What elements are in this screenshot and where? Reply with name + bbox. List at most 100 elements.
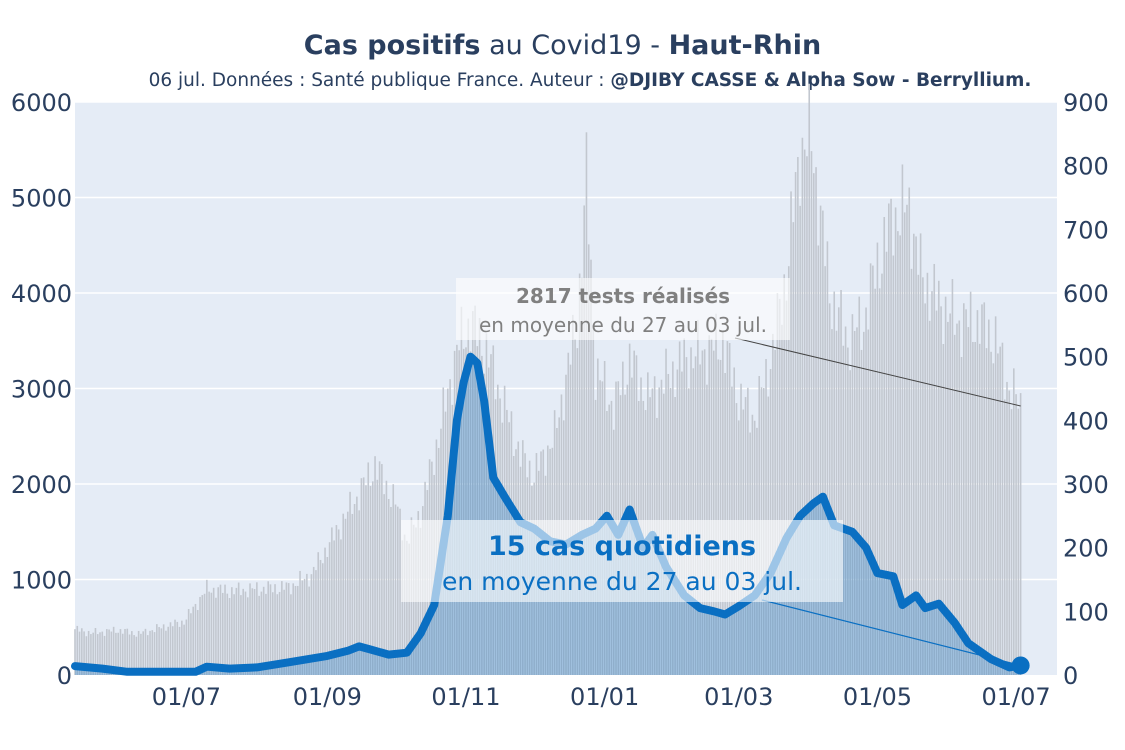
y-right-tick-label: 600 [1063,280,1109,308]
tests-bar [960,357,963,675]
tests-bar [828,303,831,675]
tests-bar [260,591,263,675]
tests-bar [210,592,213,675]
tests-bar [872,265,874,675]
tests-bar [335,525,338,675]
tests-bar [949,313,951,675]
tests-bar [485,333,488,675]
tests-bar [867,329,870,675]
annotation-connectors [734,337,1021,667]
tests-bar [931,291,933,675]
tests-bar [910,268,913,675]
tests-bar [1001,342,1004,675]
tests-bar [362,477,365,675]
tests-annotation-box [456,278,790,340]
tests-bar [567,352,570,675]
tests-bar [83,631,85,675]
x-tick-label: 01/09 [293,683,362,711]
tests-bar [317,552,320,675]
tests-bar [271,592,274,675]
tests-bar [1008,390,1011,675]
tests-bar [876,242,879,675]
tests-bar [672,361,674,675]
tests-bar [165,630,167,675]
tests-bar [156,624,158,675]
tests-bar [226,593,229,675]
tests-bar [228,598,231,675]
tests-bar [901,164,904,675]
tests-bar [101,631,104,675]
tests-bar [153,632,156,675]
tests-bar [683,338,685,675]
tests-bar [92,632,94,675]
tests-bar [115,632,117,675]
tests-bar [894,207,897,675]
tests-bar [994,316,997,675]
y-right-tick-label: 500 [1063,344,1109,372]
y-right-tick-label: 0 [1063,662,1078,690]
tests-bar [192,606,194,675]
tests-bar [281,581,283,675]
tests-bar [251,588,254,675]
tests-bar [158,627,160,675]
tests-bar [972,341,974,675]
tests-bar [856,327,858,675]
tests-bar [935,310,938,675]
tests-bar [312,566,315,675]
tests-bar [201,595,204,675]
tests-bar [999,346,1001,675]
tests-bar [458,350,460,675]
x-tick-label: 01/11 [431,683,500,711]
tests-bar [578,273,581,675]
tests-bar [985,348,988,675]
tests-bar [199,596,201,675]
tests-bar [112,626,115,675]
tests-bar [340,539,342,675]
tests-bar [924,303,926,675]
tests-bar [490,354,492,675]
tests-bar [315,570,317,675]
y-left-tick-label: 4000 [11,280,72,308]
tests-bar [933,263,936,675]
tests-bar [851,314,854,675]
x-tick-label: 01/03 [704,683,773,711]
tests-bar [360,478,363,675]
tests-bar [944,296,947,675]
tests-bar [715,313,717,675]
tests-bar [274,584,276,675]
tests-bar [146,635,149,675]
tests-bar [231,587,233,675]
tests-bar [85,636,88,675]
tests-bar [392,484,395,675]
tests-bar [887,203,890,675]
tests-bar [808,83,811,675]
cases-annotation-box [401,520,843,602]
tests-bar [187,609,190,675]
tests-bar [151,630,154,675]
tests-bar [1010,409,1013,675]
tests-bar [831,329,833,675]
tests-bar [890,198,892,676]
tests-bar [296,585,299,675]
tests-bar [321,563,324,675]
tests-bar [1019,393,1022,675]
tests-bar [963,303,965,675]
tests-bar [862,331,865,675]
tests-bar [119,629,122,675]
tests-bar [258,595,260,675]
y-right-tick-label: 700 [1063,216,1109,244]
tests-bar [790,191,792,676]
tests-bar [785,300,788,675]
tests-bar [783,274,786,675]
tests-bar [183,624,185,675]
tests-bar [344,518,347,675]
tests-bar [469,351,472,675]
tests-bar [576,348,579,675]
tests-bar [478,317,481,675]
tests-bar [331,527,333,675]
title-mid: au Covid19 - [480,30,669,61]
tests-bar [346,511,349,675]
tests-bar [221,592,224,675]
tests-bar [99,632,101,675]
tests-bar [319,559,322,675]
